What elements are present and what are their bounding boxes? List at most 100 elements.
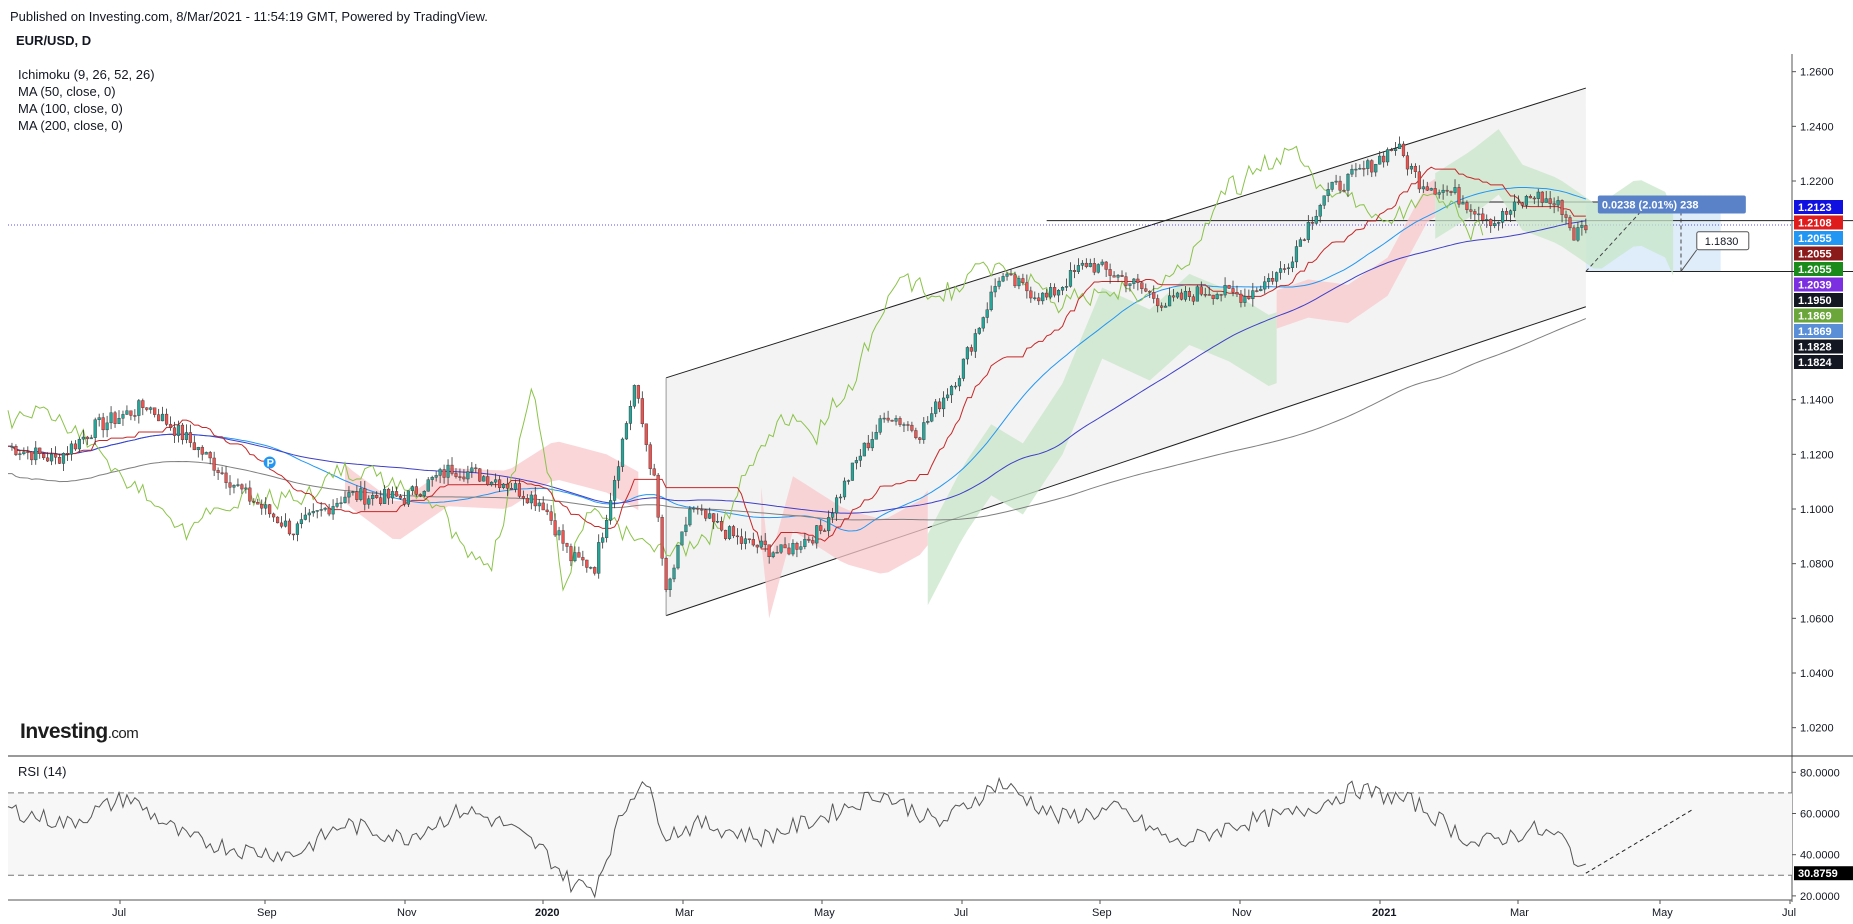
candle-body [1060, 287, 1065, 291]
candle-body [434, 475, 438, 478]
time-tick-label: Jul [1782, 907, 1796, 919]
candle-body [1231, 288, 1235, 293]
price-tick-label: 1.2400 [1800, 121, 1834, 133]
price-tick-label: 1.1000 [1800, 504, 1834, 516]
candle-body [307, 512, 311, 516]
candle-body [652, 468, 656, 476]
candle-body [838, 496, 843, 499]
candle-body [648, 444, 652, 469]
candle-body [1326, 189, 1330, 196]
measure-label-box [1597, 195, 1746, 214]
candle-body [410, 486, 414, 491]
candle-body [172, 427, 177, 436]
candle-body [1508, 210, 1513, 215]
legend-ma50[interactable]: MA (50, close, 0) [18, 84, 116, 99]
candle-body [716, 521, 720, 523]
candle-body [1330, 181, 1334, 190]
candle-body [791, 543, 795, 555]
candle-body [478, 468, 482, 482]
candle-body [985, 309, 989, 318]
candle-body [926, 420, 930, 423]
candle-body [577, 552, 581, 558]
candle-body [1306, 222, 1310, 240]
candle-body [902, 424, 906, 426]
candle-body [1021, 278, 1025, 283]
candle-body [1072, 270, 1077, 272]
candle-body [640, 398, 644, 425]
candle-body [1378, 155, 1382, 165]
ichimoku-cloud-bear-2 [761, 476, 928, 619]
candle-body [97, 417, 101, 420]
candle-body [256, 502, 260, 505]
event-marker-label: P [267, 458, 274, 470]
candle-body [819, 525, 823, 531]
candle-body [414, 486, 418, 495]
target-callout-text: 1.1830 [1705, 236, 1739, 248]
candle-body [133, 415, 137, 417]
candle-body [517, 483, 522, 497]
candle-body [1516, 201, 1521, 204]
candle-body [1140, 282, 1144, 289]
candle-body [1437, 192, 1441, 195]
candle-body [327, 507, 331, 515]
candle-body [383, 488, 387, 504]
price-tag [1794, 293, 1843, 307]
candle-body [529, 494, 533, 504]
candle-body [149, 407, 153, 410]
candle-body [934, 401, 938, 414]
target-callout-pointer [1680, 249, 1698, 272]
legend-ma200[interactable]: MA (200, close, 0) [18, 118, 123, 133]
candle-body [343, 496, 347, 503]
candle-body [953, 385, 958, 388]
candle-body [303, 514, 307, 520]
candle-body [731, 526, 736, 537]
candle-body [279, 522, 284, 527]
candle-body [1421, 186, 1425, 190]
candle-body [157, 414, 161, 422]
candle-body [842, 480, 847, 498]
candle-body [1013, 274, 1017, 287]
price-tag-value: 1.2123 [1798, 202, 1832, 214]
candle-body [1199, 286, 1203, 295]
candle-body [854, 460, 858, 464]
candle-body [1393, 148, 1398, 151]
candle-body [549, 511, 553, 521]
candle-body [402, 498, 407, 505]
candle-body [1278, 268, 1283, 273]
candle-body [204, 452, 208, 455]
candle-body [1068, 270, 1073, 287]
candle-body [22, 451, 26, 454]
candle-body [386, 488, 391, 499]
candle-body [34, 447, 38, 461]
candle-body [331, 506, 335, 515]
candle-body [712, 513, 716, 523]
candle-body [636, 385, 640, 399]
candle-body [244, 487, 248, 490]
candle-body [656, 474, 660, 518]
candle-body [1314, 215, 1318, 224]
candle-body [283, 520, 288, 527]
candle-body [1512, 201, 1517, 211]
candle-body [1540, 191, 1544, 203]
legend-ma100[interactable]: MA (100, close, 0) [18, 101, 123, 116]
candle-body [1429, 188, 1433, 191]
candle-body [1548, 198, 1552, 204]
candle-body [129, 410, 133, 416]
candle-body [1084, 262, 1088, 267]
candle-body [394, 491, 399, 497]
candle-body [1342, 189, 1346, 192]
candle-body [1286, 267, 1291, 269]
candle-body [605, 519, 609, 538]
candle-body [1203, 294, 1207, 296]
candle-body [208, 452, 212, 459]
candle-body [1358, 167, 1362, 170]
candle-body [775, 551, 779, 554]
candle-body [521, 496, 525, 499]
time-tick-label: Jul [954, 907, 968, 919]
price-tag-value: 1.1869 [1798, 326, 1832, 338]
candle-body [458, 476, 462, 478]
legend-ichimoku[interactable]: Ichimoku (9, 26, 52, 26) [18, 67, 155, 82]
candle-body [505, 483, 510, 489]
price-tick-label: 1.0600 [1800, 613, 1834, 625]
